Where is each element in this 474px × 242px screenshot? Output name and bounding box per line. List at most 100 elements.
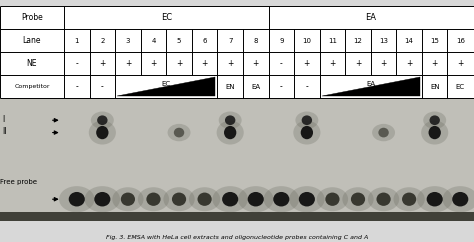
Ellipse shape [198,193,212,206]
Text: +: + [176,59,182,68]
Text: -: - [280,59,283,68]
Ellipse shape [342,187,374,211]
Text: EA: EA [366,81,375,87]
Ellipse shape [89,121,116,144]
Ellipse shape [417,186,452,212]
Ellipse shape [429,115,440,125]
Ellipse shape [443,186,474,212]
Ellipse shape [222,192,238,206]
Text: EA: EA [365,13,376,22]
Text: +: + [125,59,131,68]
Ellipse shape [293,121,320,144]
Ellipse shape [423,112,446,129]
Text: +: + [99,59,106,68]
Bar [0,98,474,221]
Text: +: + [304,59,310,68]
Text: 15: 15 [430,38,439,44]
Ellipse shape [301,126,313,139]
Text: 3: 3 [126,38,130,44]
Ellipse shape [94,192,110,206]
Text: II: II [2,127,7,136]
Ellipse shape [59,186,94,212]
Ellipse shape [225,115,236,125]
Ellipse shape [295,112,319,129]
Ellipse shape [121,193,135,206]
Ellipse shape [421,121,448,144]
Text: 7: 7 [228,38,232,44]
Ellipse shape [301,115,312,125]
Ellipse shape [452,192,468,206]
Ellipse shape [427,192,443,206]
Text: 13: 13 [379,38,388,44]
Text: -: - [101,82,104,91]
Text: Lane: Lane [23,36,41,45]
Ellipse shape [96,126,109,139]
Ellipse shape [289,186,325,212]
Ellipse shape [91,112,114,129]
Ellipse shape [189,187,220,211]
Text: Free probe: Free probe [0,179,37,185]
Text: 9: 9 [279,38,283,44]
Ellipse shape [164,187,195,211]
Text: Probe: Probe [21,13,43,22]
Ellipse shape [393,187,425,211]
Ellipse shape [219,112,242,129]
Text: -: - [75,59,78,68]
Ellipse shape [69,192,85,206]
Text: +: + [227,59,233,68]
Ellipse shape [273,192,289,206]
Ellipse shape [146,193,161,206]
Text: +: + [201,59,208,68]
Text: EC: EC [161,13,172,22]
Text: 2: 2 [100,38,105,44]
Text: EC: EC [162,81,171,87]
Text: 4: 4 [151,38,155,44]
Ellipse shape [97,115,108,125]
Text: +: + [150,59,157,68]
Bar [0,6,474,98]
Ellipse shape [325,193,339,206]
Text: EN: EN [430,83,439,90]
Text: 12: 12 [354,38,363,44]
Ellipse shape [376,193,391,206]
Ellipse shape [372,124,395,141]
Polygon shape [118,77,215,96]
Ellipse shape [264,186,299,212]
Polygon shape [322,77,419,96]
Ellipse shape [212,186,248,212]
Text: +: + [355,59,361,68]
Ellipse shape [85,186,120,212]
Text: 11: 11 [328,38,337,44]
Text: Fig. 3. EMSA with HeLa cell extracts and oligonucleotide probes containing C and: Fig. 3. EMSA with HeLa cell extracts and… [106,234,368,240]
Text: 8: 8 [254,38,258,44]
Text: +: + [431,59,438,68]
Bar [0,212,474,221]
Text: EN: EN [225,83,235,90]
Text: +: + [380,59,387,68]
Text: +: + [253,59,259,68]
Text: EA: EA [251,83,260,90]
Text: NE: NE [27,59,37,68]
Ellipse shape [248,192,264,206]
Ellipse shape [172,193,186,206]
Ellipse shape [351,193,365,206]
Text: -: - [306,82,308,91]
Text: 1: 1 [74,38,79,44]
Text: EC: EC [456,83,465,90]
Ellipse shape [224,126,237,139]
Text: -: - [75,82,78,91]
Text: +: + [329,59,336,68]
Ellipse shape [428,126,441,139]
Text: 5: 5 [177,38,181,44]
Ellipse shape [138,187,169,211]
Text: Competitor: Competitor [14,84,50,89]
Text: 10: 10 [302,38,311,44]
Ellipse shape [299,192,315,206]
Ellipse shape [368,187,399,211]
Ellipse shape [174,128,184,137]
Ellipse shape [238,186,273,212]
Text: 6: 6 [202,38,207,44]
Ellipse shape [378,128,389,137]
Ellipse shape [317,187,348,211]
Ellipse shape [112,187,144,211]
